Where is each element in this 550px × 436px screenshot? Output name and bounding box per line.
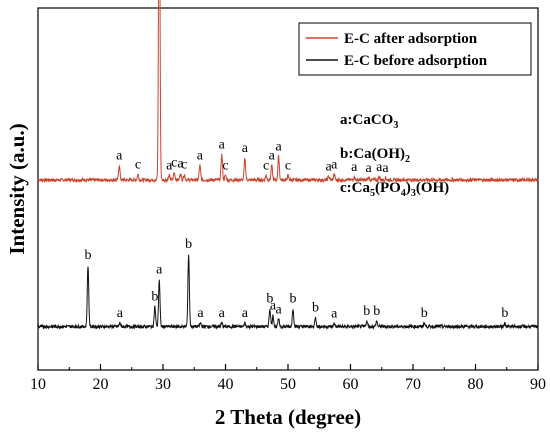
peak-labels: acaacacaacacaacaaaaaabababaaabaabbabbbb <box>85 138 509 322</box>
legend-box <box>298 22 532 76</box>
peak-label-c: c <box>135 158 141 173</box>
peak-label-a: a <box>269 148 276 163</box>
peak-label-c: c <box>171 156 177 171</box>
peak-label-a: a <box>276 302 283 317</box>
x-tick-label: 50 <box>280 376 296 393</box>
peak-label-a: a <box>331 307 338 322</box>
peak-label-a: a <box>177 156 184 171</box>
peak-label-a: a <box>382 161 389 176</box>
peak-label-a: a <box>351 160 358 175</box>
peak-label-b: b <box>363 304 370 319</box>
x-tick-label: 30 <box>155 376 171 393</box>
peak-label-a: a <box>376 160 383 175</box>
x-tick-label: 90 <box>530 376 546 393</box>
peak-label-a: a <box>197 148 204 163</box>
peak-label-a: a <box>270 299 277 314</box>
peak-label-a: a <box>116 148 123 163</box>
peak-label-b: b <box>421 306 428 321</box>
legend: E-C after adsorption E-C before adsorpti… <box>298 22 532 76</box>
phase-legend: a:CaCO3 b:Ca(OH)2 c:Ca5(PO4)3(OH) <box>340 112 449 199</box>
peak-label-a: a <box>242 306 249 321</box>
peak-label-a: a <box>166 159 173 174</box>
peak-label-a: a <box>219 138 226 153</box>
peak-label-a: a <box>242 141 249 156</box>
x-tick-label: 60 <box>343 376 359 393</box>
peak-label-a: a <box>331 158 338 173</box>
peak-label-b: b <box>501 306 508 321</box>
peak-label-c: c <box>181 158 187 173</box>
peak-label-a: a <box>117 306 124 321</box>
phase-b-label: b:Ca(OH)2 <box>340 146 410 165</box>
x-tick-label: 70 <box>405 376 421 393</box>
peak-label-c: c <box>222 159 228 174</box>
phase-a-label: a:CaCO3 <box>340 112 398 131</box>
x-tick-label: 80 <box>468 376 484 393</box>
x-axis-title: 2 Theta (degree) <box>215 405 361 429</box>
peak-label-b: b <box>185 237 192 252</box>
series-after-adsorption-line <box>37 0 539 184</box>
peak-label-b: b <box>290 291 297 306</box>
peak-label-c: c <box>263 159 269 174</box>
peak-label-a: a <box>326 159 333 174</box>
x-tick-label: 40 <box>218 376 234 393</box>
phase-c-label: c:Ca5(PO4)3(OH) <box>340 180 449 199</box>
x-tick-label: 20 <box>93 376 109 393</box>
peak-label-b: b <box>151 290 158 305</box>
series-before-adsorption-line <box>37 254 539 330</box>
x-axis-ticks: 10 20 30 40 50 60 70 80 90 <box>30 364 546 393</box>
peak-label-c: c <box>285 159 291 174</box>
peak-label-b: b <box>373 304 380 319</box>
x-tick-label: 10 <box>30 376 46 393</box>
peak-label-a: a <box>366 161 373 176</box>
legend-label-before: E-C before adsorption <box>344 53 488 69</box>
series-layer <box>37 0 539 330</box>
peak-label-a: a <box>276 139 283 154</box>
peak-label-b: b <box>312 301 319 316</box>
peak-label-a: a <box>219 306 226 321</box>
peak-label-b: b <box>266 291 273 306</box>
peak-label-a: a <box>156 263 163 278</box>
peak-label-a: a <box>197 306 204 321</box>
y-axis-title: Intensity (a.u.) <box>5 123 29 254</box>
legend-label-after: E-C after adsorption <box>344 31 478 47</box>
peak-label-b: b <box>85 248 92 263</box>
